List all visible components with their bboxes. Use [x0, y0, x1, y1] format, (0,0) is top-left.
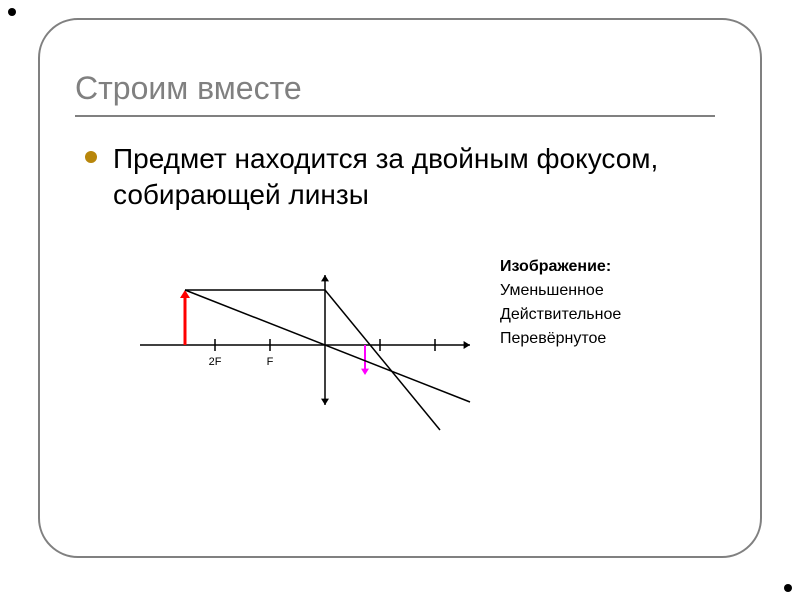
bullet-text: Предмет находится за двойным фокусом, со…: [113, 141, 725, 214]
diagram-svg: 2F F: [140, 255, 500, 455]
image-desc-heading: Изображение:: [500, 255, 621, 279]
title-underline: [75, 115, 715, 117]
bullet-row: Предмет находится за двойным фокусом, со…: [85, 141, 725, 214]
corner-dot-top-left: [8, 8, 16, 16]
bullet-icon: [85, 151, 97, 163]
image-description: Изображение: Уменьшенное Действительное …: [500, 255, 621, 351]
image-desc-line: Уменьшенное: [500, 279, 621, 303]
svg-text:2F: 2F: [209, 356, 222, 368]
slide-title: Строим вместе: [75, 70, 725, 107]
svg-text:F: F: [267, 356, 274, 368]
image-desc-line: Перевёрнутое: [500, 327, 621, 351]
lens-diagram: 2F F Изображение: Уменьшенное Действитель…: [140, 255, 700, 465]
corner-dot-bottom-right: [784, 584, 792, 592]
image-desc-line: Действительное: [500, 303, 621, 327]
slide-content: Строим вместе Предмет находится за двойн…: [75, 70, 725, 214]
